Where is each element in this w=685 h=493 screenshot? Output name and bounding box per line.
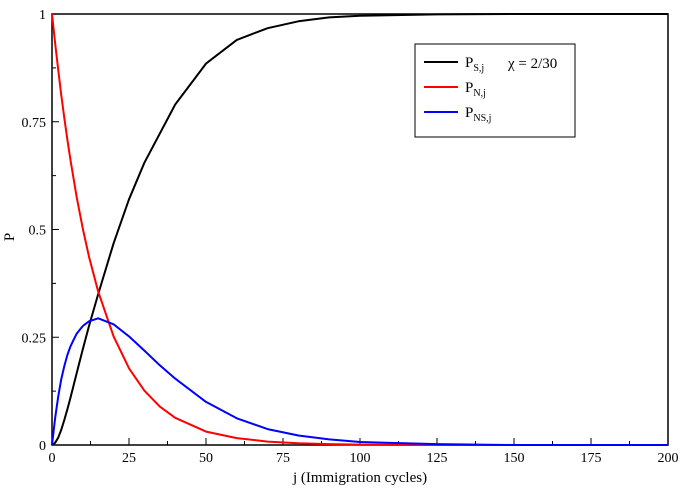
y-tick-label-0: 0 xyxy=(39,439,46,454)
x-tick-label-3: 75 xyxy=(276,451,290,466)
series-line-1 xyxy=(51,13,668,446)
legend-label-0: PS,j xyxy=(465,55,484,74)
x-tick-label-4: 100 xyxy=(350,451,371,466)
legend: PS,j PN,j PNS,j χ = 2/30 xyxy=(414,43,576,138)
series-layer xyxy=(51,13,668,446)
plot-frame xyxy=(51,13,669,446)
x-tick-label-8: 200 xyxy=(658,451,679,466)
y-tick-label-3: 0.75 xyxy=(22,116,47,131)
x-tick-label-1: 25 xyxy=(122,451,136,466)
legend-box xyxy=(414,43,576,138)
series-line-2 xyxy=(51,317,668,446)
x-axis-label: j (Immigration cycles) xyxy=(292,470,427,486)
x-tick-label-2: 50 xyxy=(199,451,213,466)
x-tick-label-7: 175 xyxy=(581,451,602,466)
legend-annotation: χ = 2/30 xyxy=(507,56,557,72)
legend-items: PS,j PN,j PNS,j xyxy=(424,55,491,124)
legend-label-1: PN,j xyxy=(465,80,486,99)
series-line-0 xyxy=(51,13,668,446)
legend-label-2: PNS,j xyxy=(465,105,491,124)
axis-ticks: 0 25 50 75 100 125 150 175 200 0 0.25 0.5 0.75 1 xyxy=(22,8,679,466)
y-tick-label-2: 0.5 xyxy=(29,224,47,239)
y-axis-label: P xyxy=(2,233,18,241)
y-tick-label-4: 1 xyxy=(39,8,46,23)
x-tick-label-0: 0 xyxy=(49,451,56,466)
x-tick-label-6: 150 xyxy=(504,451,525,466)
y-tick-label-1: 0.25 xyxy=(22,331,47,346)
x-tick-label-5: 125 xyxy=(427,451,448,466)
